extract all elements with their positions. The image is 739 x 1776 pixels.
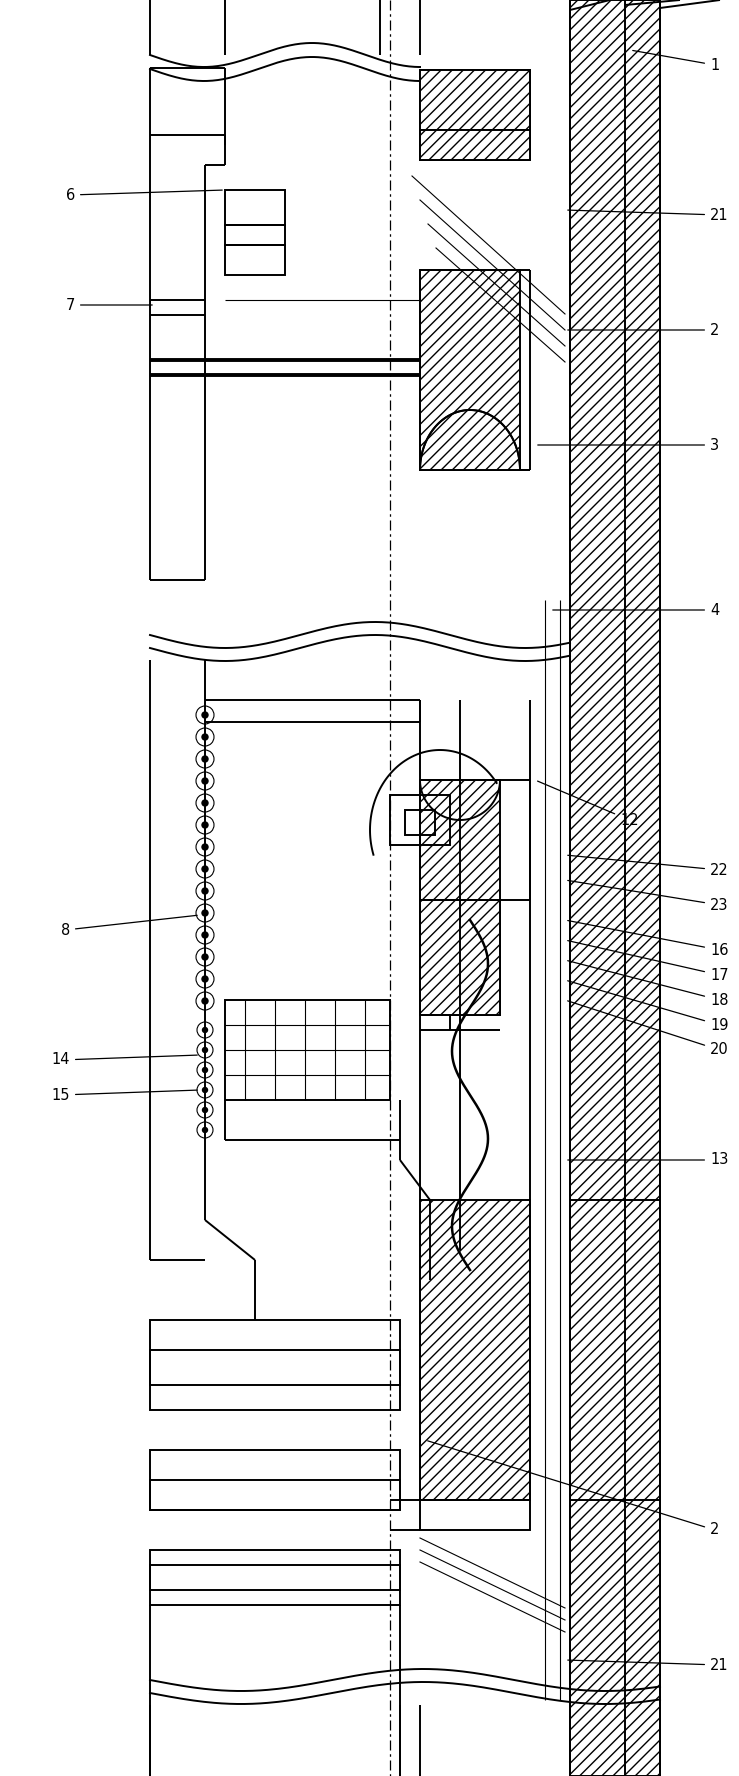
Bar [150, 1320, 400, 1410]
Circle shape [202, 799, 208, 806]
Text: 21: 21 [568, 1657, 729, 1673]
Text: 2: 2 [568, 323, 719, 337]
Circle shape [202, 757, 208, 762]
Bar [225, 226, 285, 245]
Text: 6: 6 [66, 188, 222, 202]
Bar [420, 964, 500, 986]
Circle shape [202, 867, 208, 872]
Text: 4: 4 [553, 602, 719, 618]
Circle shape [202, 932, 208, 938]
Bar [420, 900, 500, 1016]
Text: 20: 20 [568, 1002, 729, 1057]
Bar [420, 270, 520, 471]
Text: 23: 23 [568, 881, 729, 913]
Bar [150, 1350, 400, 1385]
Circle shape [202, 888, 208, 893]
Circle shape [202, 844, 208, 851]
Circle shape [202, 778, 208, 783]
Text: 21: 21 [568, 208, 729, 222]
Text: 2: 2 [428, 1440, 719, 1538]
Circle shape [202, 1048, 208, 1053]
Circle shape [202, 1108, 208, 1112]
Bar [420, 945, 500, 964]
Text: 14: 14 [52, 1053, 197, 1067]
Bar [150, 1449, 400, 1510]
Text: 12: 12 [537, 781, 638, 828]
Bar [225, 190, 285, 226]
Circle shape [202, 1087, 208, 1092]
Polygon shape [420, 410, 530, 471]
Bar [570, 0, 660, 1776]
Bar [150, 1565, 400, 1590]
Circle shape [202, 909, 208, 916]
Circle shape [202, 1128, 208, 1133]
Circle shape [202, 822, 208, 828]
Text: 16: 16 [568, 920, 729, 957]
Bar [420, 130, 530, 160]
Text: 18: 18 [568, 961, 729, 1007]
Text: 15: 15 [52, 1087, 197, 1103]
Bar [420, 69, 530, 130]
Text: 7: 7 [66, 298, 152, 313]
Text: 22: 22 [568, 856, 729, 877]
Bar [150, 1550, 400, 1606]
Bar [420, 925, 500, 945]
Text: 1: 1 [633, 50, 719, 73]
Text: 8: 8 [61, 915, 197, 938]
Bar [420, 780, 500, 900]
Bar [420, 1501, 530, 1529]
Text: 17: 17 [568, 941, 729, 982]
Bar [225, 245, 285, 275]
Circle shape [202, 733, 208, 741]
Bar [420, 1201, 530, 1501]
Bar [420, 130, 530, 160]
Bar [420, 961, 500, 979]
Bar [420, 986, 500, 1016]
Circle shape [202, 977, 208, 982]
Bar [420, 900, 500, 925]
Bar [225, 1000, 390, 1099]
Text: 13: 13 [568, 1153, 729, 1167]
Bar [150, 1479, 400, 1510]
Text: 3: 3 [538, 437, 719, 453]
Circle shape [202, 954, 208, 961]
Circle shape [202, 1028, 208, 1032]
Bar [405, 810, 435, 835]
Circle shape [202, 998, 208, 1003]
Bar [420, 69, 530, 130]
Circle shape [202, 1067, 208, 1073]
Circle shape [202, 712, 208, 718]
Bar [390, 796, 450, 845]
Text: 19: 19 [568, 980, 729, 1032]
Bar [570, 1201, 660, 1501]
